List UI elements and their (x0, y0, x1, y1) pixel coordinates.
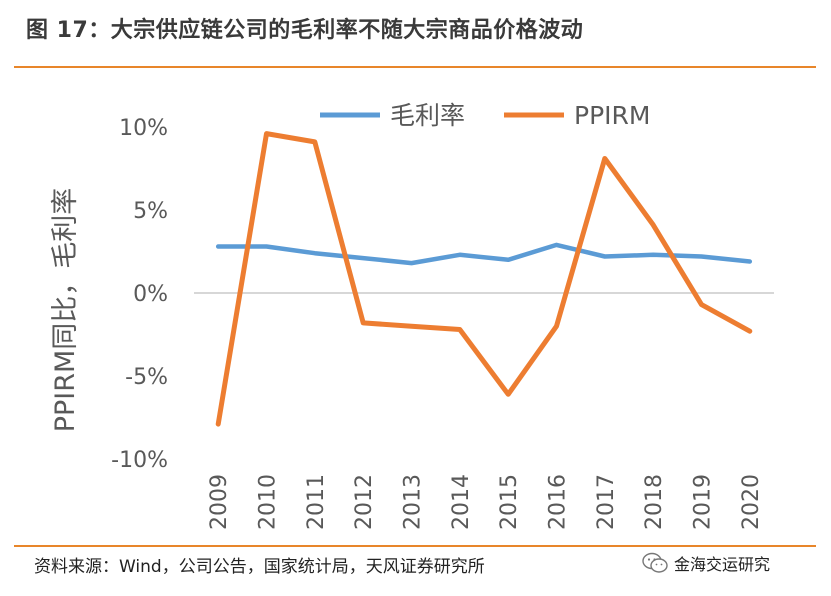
x-tick-label: 2018 (642, 474, 667, 530)
x-tick-label: 2014 (449, 474, 474, 530)
y-tick-label: 5% (133, 199, 168, 224)
x-tick-label: 2011 (304, 474, 329, 530)
legend-label: 毛利率 (390, 101, 465, 130)
wechat-icon (642, 552, 668, 573)
source-note: 资料来源：Wind，公司公告，国家统计局，天风证券研究所 (34, 557, 485, 577)
x-tick-label: 2020 (739, 474, 764, 530)
x-tick-label: 2010 (256, 474, 281, 530)
bottom-divider (14, 545, 816, 547)
y-tick-label: 0% (133, 282, 168, 307)
y-tick-label: -5% (125, 365, 168, 390)
series-line-ppirm (215, 131, 753, 427)
x-tick-label: 2017 (594, 474, 619, 530)
series-line-gross-margin (215, 242, 753, 266)
legend-label: PPIRM (574, 101, 650, 130)
x-tick-label: 2015 (497, 474, 522, 530)
y-axis-label: PPIRM同比，毛利率 (50, 188, 81, 433)
x-tick-label: 2013 (401, 474, 426, 530)
x-tick-label: 2019 (691, 474, 716, 530)
x-tick-label: 2016 (546, 474, 571, 530)
y-tick-label: 10% (119, 116, 168, 141)
brand-watermark: 金海交运研究 (642, 551, 770, 575)
figure-title: 图 17：大宗供应链公司的毛利率不随大宗商品价格波动 (26, 18, 584, 43)
top-divider (14, 66, 816, 68)
x-tick-label: 2009 (207, 474, 232, 530)
y-tick-label: -10% (111, 448, 168, 473)
line-chart: -10% -5% 0% 5% 10% 2009 2010 2011 2012 2013 2014 2… (50, 101, 774, 530)
x-tick-label: 2012 (352, 474, 377, 530)
brand-name: 金海交运研究 (674, 555, 771, 574)
